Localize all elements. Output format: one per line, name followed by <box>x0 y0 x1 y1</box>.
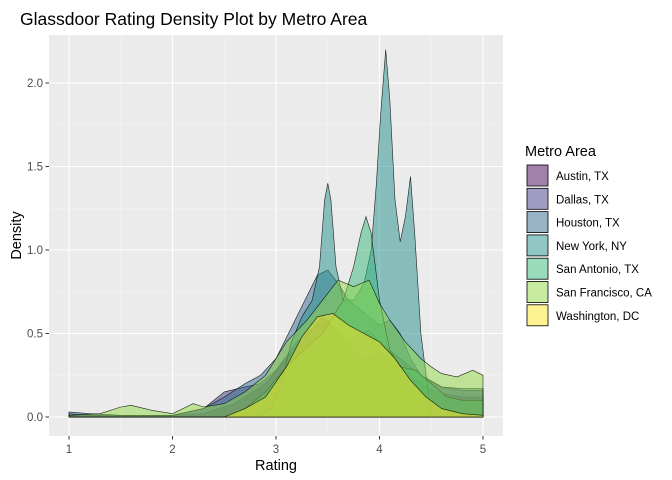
legend-key-new-york-ny <box>526 234 549 257</box>
legend-key-san-francisco-ca <box>526 281 549 303</box>
y-tick-label: 1.5 <box>27 162 43 174</box>
legend-key-san-antonio-tx <box>526 257 549 280</box>
chart-title: Glassdoor Rating Density Plot by Metro A… <box>20 9 368 29</box>
y-tick-label: 1.0 <box>27 245 43 257</box>
legend: Metro Area Austin, TX Dallas, TX Houston, … <box>525 144 652 327</box>
legend-label-dallas-tx: Dallas, TX <box>556 194 609 206</box>
legend-title: Metro Area <box>525 144 597 160</box>
legend-label-san-antonio-tx: San Antonio, TX <box>556 264 639 276</box>
legend-label-new-york-ny: New York, NY <box>556 241 627 253</box>
y-tick-label: 0.0 <box>27 412 43 424</box>
density-series-washington-dc <box>69 313 484 418</box>
y-axis-title: Density <box>9 211 25 260</box>
y-tick-labels: 0.0 0.5 1.0 1.5 2.0 <box>27 78 43 424</box>
axis-ticks <box>45 82 484 440</box>
legend-key-houston-tx <box>526 211 549 234</box>
legend-key-washington-dc <box>526 304 549 327</box>
legend-key-austin-tx <box>526 164 549 187</box>
legend-label-san-francisco-ca: San Francisco, CA <box>556 288 652 300</box>
legend-label-washington-dc: Washington, DC <box>556 311 639 323</box>
x-tick-label: 2 <box>169 444 175 456</box>
legend-label-houston-tx: Houston, TX <box>556 218 620 230</box>
x-tick-labels: 1 2 3 4 5 <box>66 444 486 456</box>
x-tick-label: 3 <box>273 444 279 456</box>
x-tick-label: 4 <box>376 444 383 456</box>
y-tick-label: 0.5 <box>27 329 43 341</box>
x-axis-title: Rating <box>255 458 297 474</box>
legend-items: Austin, TX Dallas, TX Houston, TX New York,… <box>526 164 652 327</box>
x-tick-label: 1 <box>66 444 72 456</box>
density-series-layer <box>68 49 484 418</box>
legend-label-austin-tx: Austin, TX <box>556 171 609 183</box>
x-tick-label: 5 <box>480 444 486 456</box>
legend-key-dallas-tx <box>526 187 549 210</box>
y-tick-label: 2.0 <box>27 78 43 90</box>
